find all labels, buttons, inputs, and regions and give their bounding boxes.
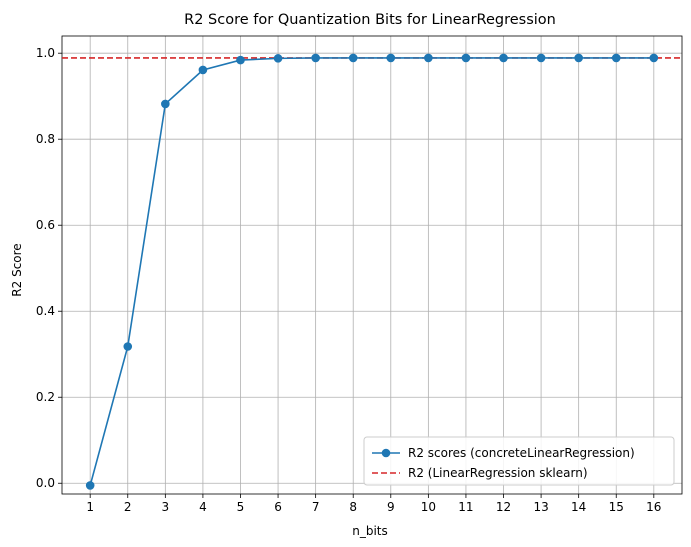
- data-point: [499, 53, 508, 63]
- data-point: [198, 65, 208, 75]
- y-tick-label: 0.4: [36, 304, 55, 318]
- data-point: [123, 342, 133, 351]
- axis-ticks: 1 2 3 4 5 6 7 8 9 10 11 12 13 14 15 160.00.20.40.60.81.…: [36, 46, 662, 514]
- data-point: [574, 53, 583, 63]
- legend: R2 scores (concreteLinearRegression) R2 (…: [363, 436, 675, 486]
- legend-swatch-marker: [381, 448, 391, 458]
- x-tick-label: 8: [349, 500, 357, 514]
- x-tick-label: 6: [274, 500, 282, 514]
- x-tick-label: 4: [199, 500, 207, 514]
- chart-title: R2 Score for Quantization Bits for Linea…: [184, 12, 556, 28]
- data-point: [236, 55, 245, 65]
- series-line: [89, 57, 654, 486]
- y-axis-label: R2 Score: [10, 243, 24, 296]
- legend-label: R2 scores (concreteLinearRegression): [408, 446, 635, 460]
- x-tick-label: 10: [421, 500, 436, 514]
- x-tick-label: 11: [458, 500, 473, 514]
- x-axis-label: n_bits: [352, 524, 388, 538]
- grid: [62, 36, 682, 494]
- y-tick-label: 0.0: [36, 476, 55, 490]
- legend-label: R2 (LinearRegression sklearn): [408, 466, 588, 480]
- data-point: [348, 53, 358, 63]
- data-point: [461, 53, 471, 63]
- data-point: [273, 54, 283, 63]
- y-tick-label: 0.8: [36, 132, 55, 146]
- data-point: [536, 53, 546, 63]
- x-tick-label: 12: [496, 500, 511, 514]
- data-point: [649, 53, 659, 63]
- data-point: [311, 53, 320, 63]
- data-point: [85, 481, 95, 490]
- x-tick-label: 2: [124, 500, 132, 514]
- x-tick-label: 1: [86, 500, 94, 514]
- y-tick-label: 1.0: [36, 46, 55, 60]
- x-tick-label: 7: [312, 500, 320, 514]
- x-tick-label: 14: [571, 500, 586, 514]
- x-tick-label: 15: [609, 500, 624, 514]
- data-point: [424, 53, 433, 63]
- x-tick-label: 5: [237, 500, 245, 514]
- y-tick-label: 0.2: [36, 390, 55, 404]
- x-tick-label: 9: [387, 500, 395, 514]
- legend-box: [363, 436, 675, 486]
- x-tick-label: 3: [162, 500, 170, 514]
- x-tick-label: 16: [646, 500, 661, 514]
- y-tick-label: 0.6: [36, 218, 55, 232]
- data-point: [161, 99, 170, 109]
- data-point: [386, 53, 396, 63]
- x-tick-label: 13: [533, 500, 548, 514]
- data-point: [611, 53, 621, 63]
- plot-area-frame: [61, 35, 683, 495]
- series: [85, 53, 659, 490]
